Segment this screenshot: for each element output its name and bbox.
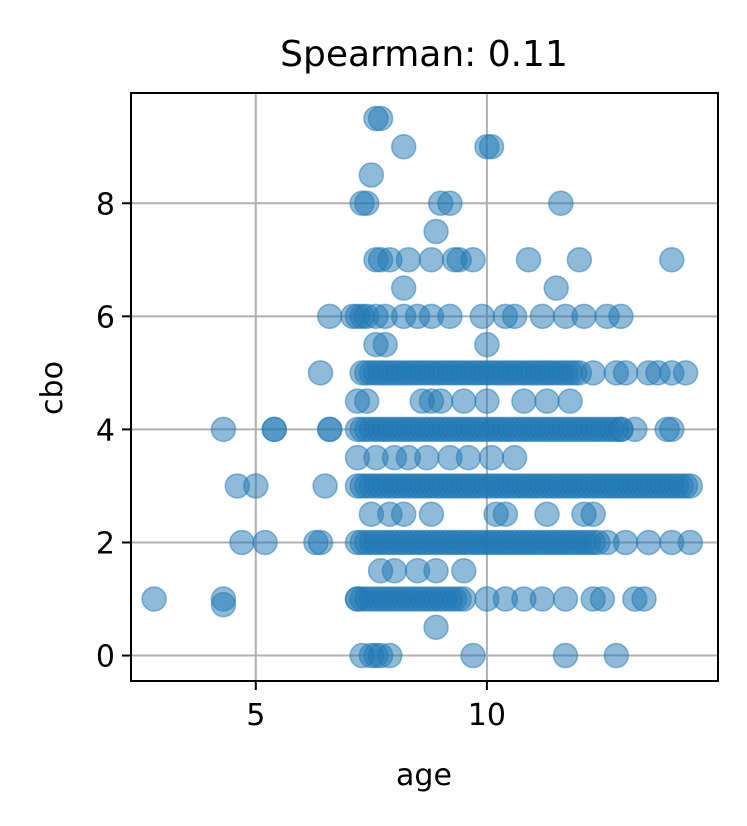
data-point xyxy=(437,190,463,216)
data-point xyxy=(307,360,334,386)
plot-frame xyxy=(130,92,719,682)
data-point xyxy=(381,558,408,584)
x-tick-label: 10 xyxy=(468,698,506,733)
data-point xyxy=(307,529,334,556)
y-tick-label: 4 xyxy=(96,413,115,448)
y-tick-label: 2 xyxy=(96,526,115,561)
data-point xyxy=(511,388,537,414)
data-point xyxy=(501,303,528,330)
data-point xyxy=(571,303,597,330)
data-points xyxy=(141,105,704,669)
data-point xyxy=(460,247,486,273)
data-point xyxy=(316,416,343,443)
data-point xyxy=(543,275,569,301)
data-point xyxy=(561,360,588,386)
data-point xyxy=(478,133,505,160)
data-point xyxy=(460,642,486,669)
data-point xyxy=(455,444,482,471)
data-point xyxy=(390,501,417,527)
data-point xyxy=(377,642,403,669)
data-point xyxy=(423,558,449,584)
axis-ticks: 5 10 0 2 4 6 8 xyxy=(96,187,506,733)
data-point xyxy=(557,388,583,414)
data-point xyxy=(534,501,560,527)
data-point xyxy=(418,247,445,273)
data-point xyxy=(395,247,422,273)
data-point xyxy=(501,444,528,471)
data-point xyxy=(252,529,278,556)
data-point xyxy=(312,473,338,499)
x-axis-label: age xyxy=(396,758,452,793)
data-point xyxy=(608,416,634,443)
data-point xyxy=(589,586,616,612)
data-point xyxy=(492,501,519,527)
data-point xyxy=(451,388,477,414)
data-point xyxy=(585,529,611,556)
y-tick-label: 8 xyxy=(96,187,115,222)
data-point xyxy=(414,444,440,471)
data-point xyxy=(548,190,574,216)
data-point xyxy=(529,303,556,330)
data-point xyxy=(390,275,417,301)
y-tick-label: 0 xyxy=(96,640,115,675)
data-point xyxy=(451,586,477,612)
data-point xyxy=(353,388,380,414)
data-point xyxy=(474,331,500,358)
data-point xyxy=(469,303,496,330)
data-point xyxy=(478,444,505,471)
y-tick-label: 6 xyxy=(96,300,115,335)
data-point xyxy=(358,162,385,188)
data-point xyxy=(492,586,519,612)
y-axis-label: cbo xyxy=(35,361,70,415)
data-point xyxy=(659,416,685,443)
data-point xyxy=(367,105,394,132)
data-point xyxy=(677,529,704,556)
chart-title: Spearman: 0.11 xyxy=(280,34,568,75)
data-point xyxy=(316,303,343,330)
data-point xyxy=(631,586,657,612)
data-point xyxy=(418,501,445,527)
data-point xyxy=(229,529,255,556)
data-point xyxy=(210,591,237,618)
data-point xyxy=(423,614,449,641)
data-point xyxy=(659,247,685,273)
data-point xyxy=(612,360,639,386)
data-point xyxy=(427,388,454,414)
data-point xyxy=(608,303,634,330)
data-point xyxy=(451,558,477,584)
data-point xyxy=(635,529,662,556)
data-point xyxy=(474,388,500,414)
data-point xyxy=(261,416,288,443)
data-point xyxy=(141,586,167,612)
data-point xyxy=(372,331,398,358)
data-point xyxy=(566,247,593,273)
data-point xyxy=(210,416,237,443)
data-point xyxy=(353,190,380,216)
data-point xyxy=(243,473,269,499)
data-point xyxy=(529,586,556,612)
data-point xyxy=(515,247,542,273)
data-point xyxy=(552,586,579,612)
data-point xyxy=(437,303,463,330)
x-tick-label: 5 xyxy=(246,698,265,733)
data-point xyxy=(612,529,639,556)
data-point xyxy=(552,642,579,669)
data-point xyxy=(677,473,704,499)
data-point xyxy=(534,388,560,414)
data-point xyxy=(603,642,630,669)
data-point xyxy=(423,218,449,245)
data-point xyxy=(580,501,606,527)
data-point xyxy=(390,133,417,160)
data-point xyxy=(672,360,699,386)
